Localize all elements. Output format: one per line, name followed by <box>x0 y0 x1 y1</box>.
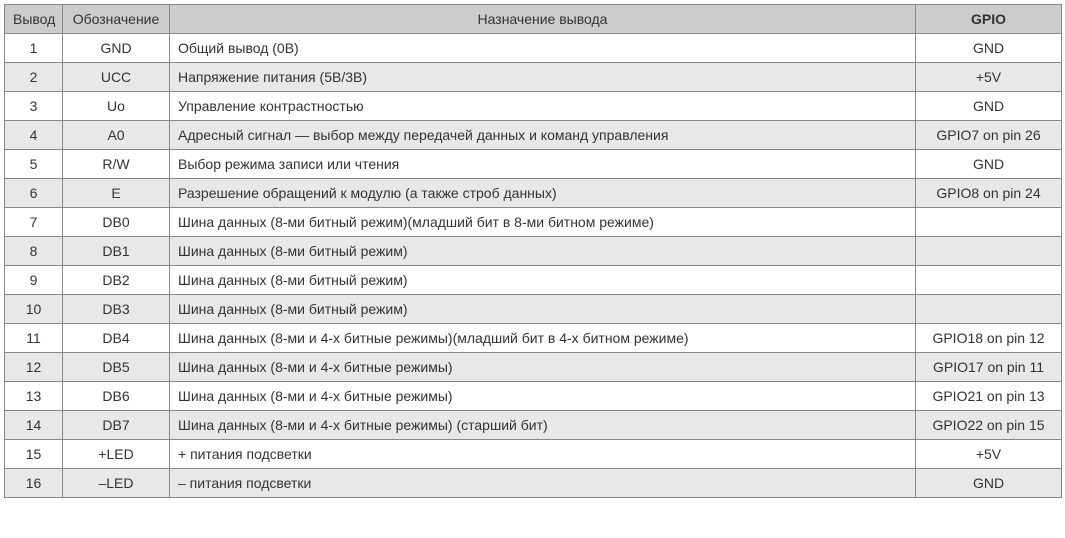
cell-pin: 7 <box>5 208 63 237</box>
cell-purpose: Шина данных (8-ми битный режим)(младший … <box>170 208 916 237</box>
cell-designation: UCC <box>63 63 170 92</box>
cell-designation: DB7 <box>63 411 170 440</box>
cell-purpose: – питания подсветки <box>170 469 916 498</box>
cell-pin: 13 <box>5 382 63 411</box>
cell-gpio: +5V <box>916 440 1062 469</box>
table-row: 10 DB3 Шина данных (8-ми битный режим) <box>5 295 1062 324</box>
cell-pin: 5 <box>5 150 63 179</box>
cell-purpose: Выбор режима записи или чтения <box>170 150 916 179</box>
table-row: 8 DB1 Шина данных (8-ми битный режим) <box>5 237 1062 266</box>
cell-purpose: Шина данных (8-ми битный режим) <box>170 266 916 295</box>
table-row: 11 DB4 Шина данных (8-ми и 4-х битные ре… <box>5 324 1062 353</box>
table-row: 3 Uo Управление контрастностью GND <box>5 92 1062 121</box>
cell-pin: 10 <box>5 295 63 324</box>
cell-gpio: GND <box>916 34 1062 63</box>
cell-designation: A0 <box>63 121 170 150</box>
cell-gpio: +5V <box>916 63 1062 92</box>
cell-gpio: GND <box>916 469 1062 498</box>
cell-pin: 1 <box>5 34 63 63</box>
cell-designation: GND <box>63 34 170 63</box>
cell-pin: 2 <box>5 63 63 92</box>
cell-designation: +LED <box>63 440 170 469</box>
cell-gpio: GND <box>916 150 1062 179</box>
cell-pin: 15 <box>5 440 63 469</box>
cell-designation: R/W <box>63 150 170 179</box>
cell-gpio: GPIO8 on pin 24 <box>916 179 1062 208</box>
col-header-gpio: GPIO <box>916 5 1062 34</box>
table-row: 1 GND Общий вывод (0В) GND <box>5 34 1062 63</box>
col-header-pin: Вывод <box>5 5 63 34</box>
cell-purpose: Шина данных (8-ми и 4-х битные режимы) <box>170 353 916 382</box>
cell-gpio: GPIO17 on pin 11 <box>916 353 1062 382</box>
cell-gpio: GPIO21 on pin 13 <box>916 382 1062 411</box>
table-row: 15 +LED + питания подсветки +5V <box>5 440 1062 469</box>
cell-pin: 12 <box>5 353 63 382</box>
cell-gpio <box>916 266 1062 295</box>
cell-purpose: Шина данных (8-ми и 4-х битные режимы) <box>170 382 916 411</box>
cell-purpose: Общий вывод (0В) <box>170 34 916 63</box>
pinout-table: Вывод Обозначение Назначение вывода GPIO… <box>4 4 1062 498</box>
table-row: 9 DB2 Шина данных (8-ми битный режим) <box>5 266 1062 295</box>
cell-designation: DB6 <box>63 382 170 411</box>
cell-pin: 3 <box>5 92 63 121</box>
cell-gpio <box>916 295 1062 324</box>
table-row: 13 DB6 Шина данных (8-ми и 4-х битные ре… <box>5 382 1062 411</box>
cell-pin: 6 <box>5 179 63 208</box>
cell-designation: DB0 <box>63 208 170 237</box>
cell-pin: 4 <box>5 121 63 150</box>
cell-purpose: Управление контрастностью <box>170 92 916 121</box>
table-body: 1 GND Общий вывод (0В) GND 2 UCC Напряже… <box>5 34 1062 498</box>
cell-purpose: Напряжение питания (5В/3В) <box>170 63 916 92</box>
table-row: 7 DB0 Шина данных (8-ми битный режим)(мл… <box>5 208 1062 237</box>
cell-designation: DB3 <box>63 295 170 324</box>
table-header-row: Вывод Обозначение Назначение вывода GPIO <box>5 5 1062 34</box>
cell-purpose: Шина данных (8-ми и 4-х битные режимы)(м… <box>170 324 916 353</box>
cell-purpose: Разрешение обращений к модулю (а также с… <box>170 179 916 208</box>
col-header-designation: Обозначение <box>63 5 170 34</box>
table-row: 4 A0 Адресный сигнал — выбор между перед… <box>5 121 1062 150</box>
table-row: 14 DB7 Шина данных (8-ми и 4-х битные ре… <box>5 411 1062 440</box>
cell-designation: DB4 <box>63 324 170 353</box>
cell-designation: Uo <box>63 92 170 121</box>
cell-gpio: GPIO7 on pin 26 <box>916 121 1062 150</box>
cell-purpose: Адресный сигнал — выбор между передачей … <box>170 121 916 150</box>
cell-pin: 14 <box>5 411 63 440</box>
table-row: 5 R/W Выбор режима записи или чтения GND <box>5 150 1062 179</box>
cell-gpio: GPIO18 on pin 12 <box>916 324 1062 353</box>
cell-designation: DB5 <box>63 353 170 382</box>
cell-designation: –LED <box>63 469 170 498</box>
col-header-purpose: Назначение вывода <box>170 5 916 34</box>
cell-gpio <box>916 208 1062 237</box>
cell-designation: DB2 <box>63 266 170 295</box>
cell-purpose: Шина данных (8-ми битный режим) <box>170 295 916 324</box>
cell-pin: 8 <box>5 237 63 266</box>
table-row: 16 –LED – питания подсветки GND <box>5 469 1062 498</box>
table-row: 2 UCC Напряжение питания (5В/3В) +5V <box>5 63 1062 92</box>
cell-pin: 9 <box>5 266 63 295</box>
table-row: 12 DB5 Шина данных (8-ми и 4-х битные ре… <box>5 353 1062 382</box>
cell-pin: 11 <box>5 324 63 353</box>
cell-designation: DB1 <box>63 237 170 266</box>
cell-gpio <box>916 237 1062 266</box>
cell-purpose: Шина данных (8-ми битный режим) <box>170 237 916 266</box>
cell-purpose: + питания подсветки <box>170 440 916 469</box>
cell-gpio: GND <box>916 92 1062 121</box>
cell-pin: 16 <box>5 469 63 498</box>
cell-gpio: GPIO22 on pin 15 <box>916 411 1062 440</box>
cell-designation: E <box>63 179 170 208</box>
table-row: 6 E Разрешение обращений к модулю (а так… <box>5 179 1062 208</box>
cell-purpose: Шина данных (8-ми и 4-х битные режимы) (… <box>170 411 916 440</box>
